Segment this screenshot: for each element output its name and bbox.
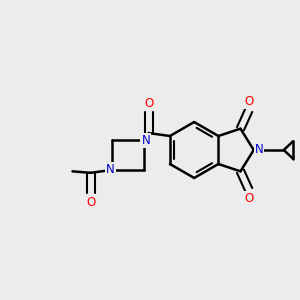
Text: O: O — [144, 97, 153, 110]
Text: O: O — [245, 192, 254, 205]
Text: N: N — [141, 134, 150, 147]
Text: O: O — [86, 196, 95, 209]
Text: N: N — [255, 143, 263, 157]
Text: N: N — [106, 164, 115, 176]
Text: O: O — [245, 95, 254, 108]
